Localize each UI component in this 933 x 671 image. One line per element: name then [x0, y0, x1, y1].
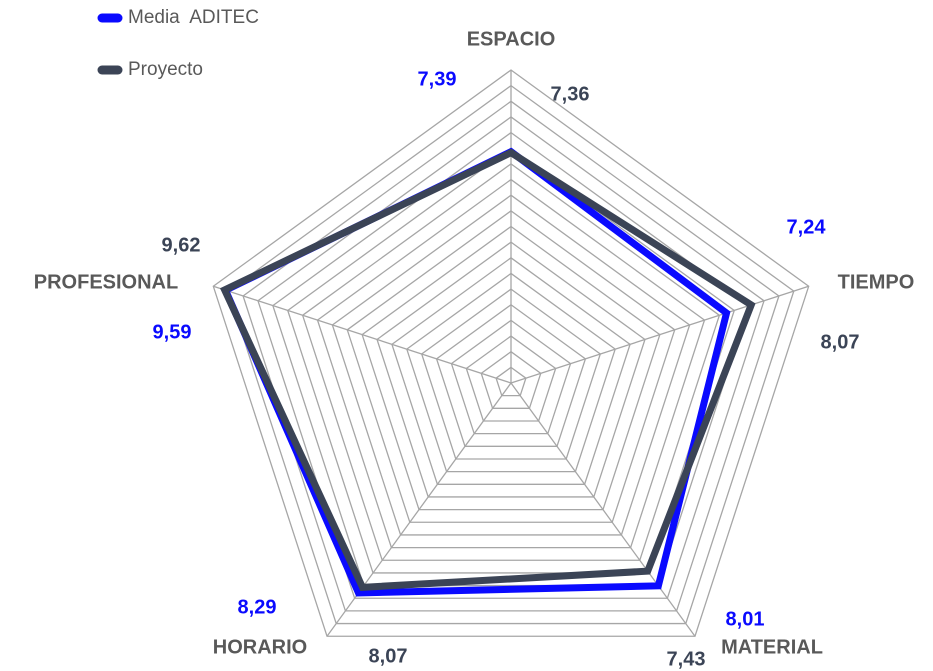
value-label: 7,43 [667, 648, 706, 670]
value-label: 9,59 [153, 321, 192, 343]
value-label: 8,07 [369, 645, 408, 667]
spoke [213, 285, 512, 384]
value-label: 9,62 [162, 234, 201, 256]
grid-ring [286, 147, 736, 574]
value-label: 7,39 [418, 68, 457, 90]
grid-ring [331, 194, 691, 536]
category-label: TIEMPO [838, 271, 915, 293]
grid-ring [257, 116, 765, 599]
grid-ring [435, 303, 587, 447]
category-label: ESPACIO [467, 28, 556, 50]
category-label: PROFESIONAL [34, 271, 178, 293]
category-label: HORARIO [213, 636, 307, 658]
grid-ring [212, 69, 810, 637]
category-label: MATERIAL [721, 636, 823, 658]
grid-ring [346, 210, 676, 523]
grid-ring [391, 256, 631, 485]
spoke [510, 382, 696, 637]
grid-ring [495, 366, 527, 397]
series-line [220, 148, 756, 591]
grid-ring [301, 163, 721, 561]
grid-ring [420, 288, 602, 460]
value-label: 7,36 [551, 83, 590, 105]
legend-label: Proyecto [128, 59, 203, 80]
value-label: 8,07 [821, 331, 860, 353]
grid-ring [450, 319, 572, 435]
grid-ring [480, 350, 542, 409]
grid-ring [376, 241, 646, 498]
value-label: 8,01 [726, 608, 765, 630]
grid-ring [406, 272, 616, 473]
grid-ring [465, 335, 557, 422]
value-label: 8,29 [238, 596, 277, 618]
grid-ring [361, 225, 661, 511]
value-label: 7,24 [787, 216, 827, 238]
legend-label: Media ADITEC [128, 7, 259, 28]
grid-ring [316, 178, 706, 549]
grid-ring [227, 84, 795, 625]
spoke [510, 285, 809, 384]
